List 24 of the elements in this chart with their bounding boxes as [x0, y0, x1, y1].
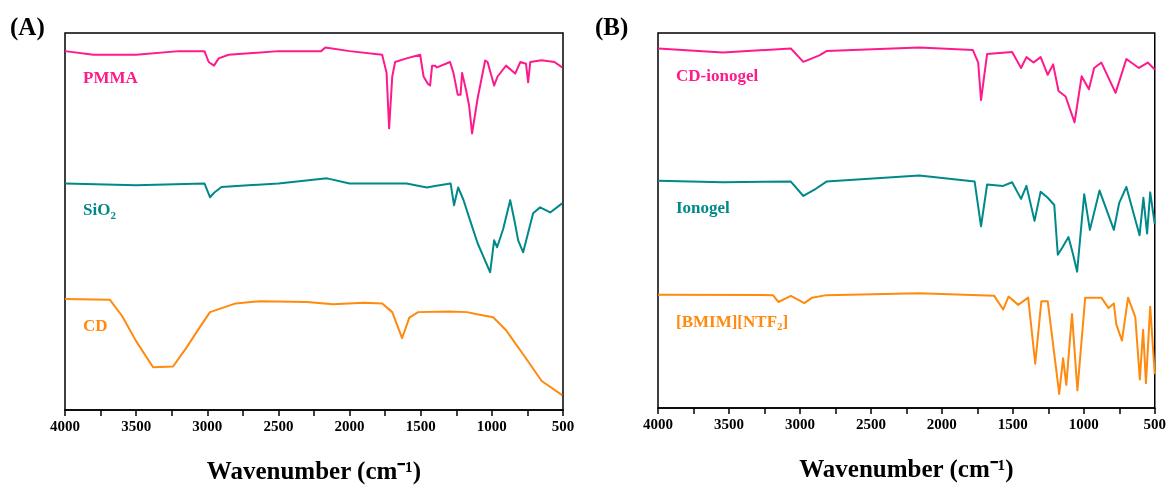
x-tick-label: 2500	[855, 415, 886, 432]
text: (B)	[595, 13, 629, 41]
x-axis-title: Wavenumber (cm⁻¹)	[799, 455, 1014, 483]
x-tick-label: 4000	[50, 417, 80, 434]
x-tick-label: 1000	[476, 417, 507, 434]
series-label: CD-ionogel	[676, 65, 759, 85]
series-label: PMMA	[83, 68, 139, 88]
x-tick-label: 4000	[643, 415, 673, 432]
x-tick-label: 3000	[192, 417, 223, 434]
x-tick-label: 2500	[263, 417, 294, 434]
x-tick-label: 2000	[926, 415, 957, 432]
x-tick-label: 2000	[334, 417, 365, 434]
x-tick-label: 500	[1143, 415, 1166, 432]
x-tick-label: 3500	[713, 415, 744, 432]
x-tick-label: 500	[551, 417, 575, 434]
x-tick-label: 3500	[121, 417, 152, 434]
series-label: CD	[83, 316, 108, 336]
x-tick-label: 1000	[1068, 415, 1099, 432]
series-label: Ionogel	[676, 197, 731, 217]
x-tick-label: 1500	[405, 417, 436, 434]
x-tick-label: 3000	[784, 415, 815, 432]
x-tick-label: 1500	[997, 415, 1028, 432]
text: (A)	[10, 13, 45, 41]
x-axis-title: Wavenumber (cm⁻¹)	[206, 457, 422, 485]
